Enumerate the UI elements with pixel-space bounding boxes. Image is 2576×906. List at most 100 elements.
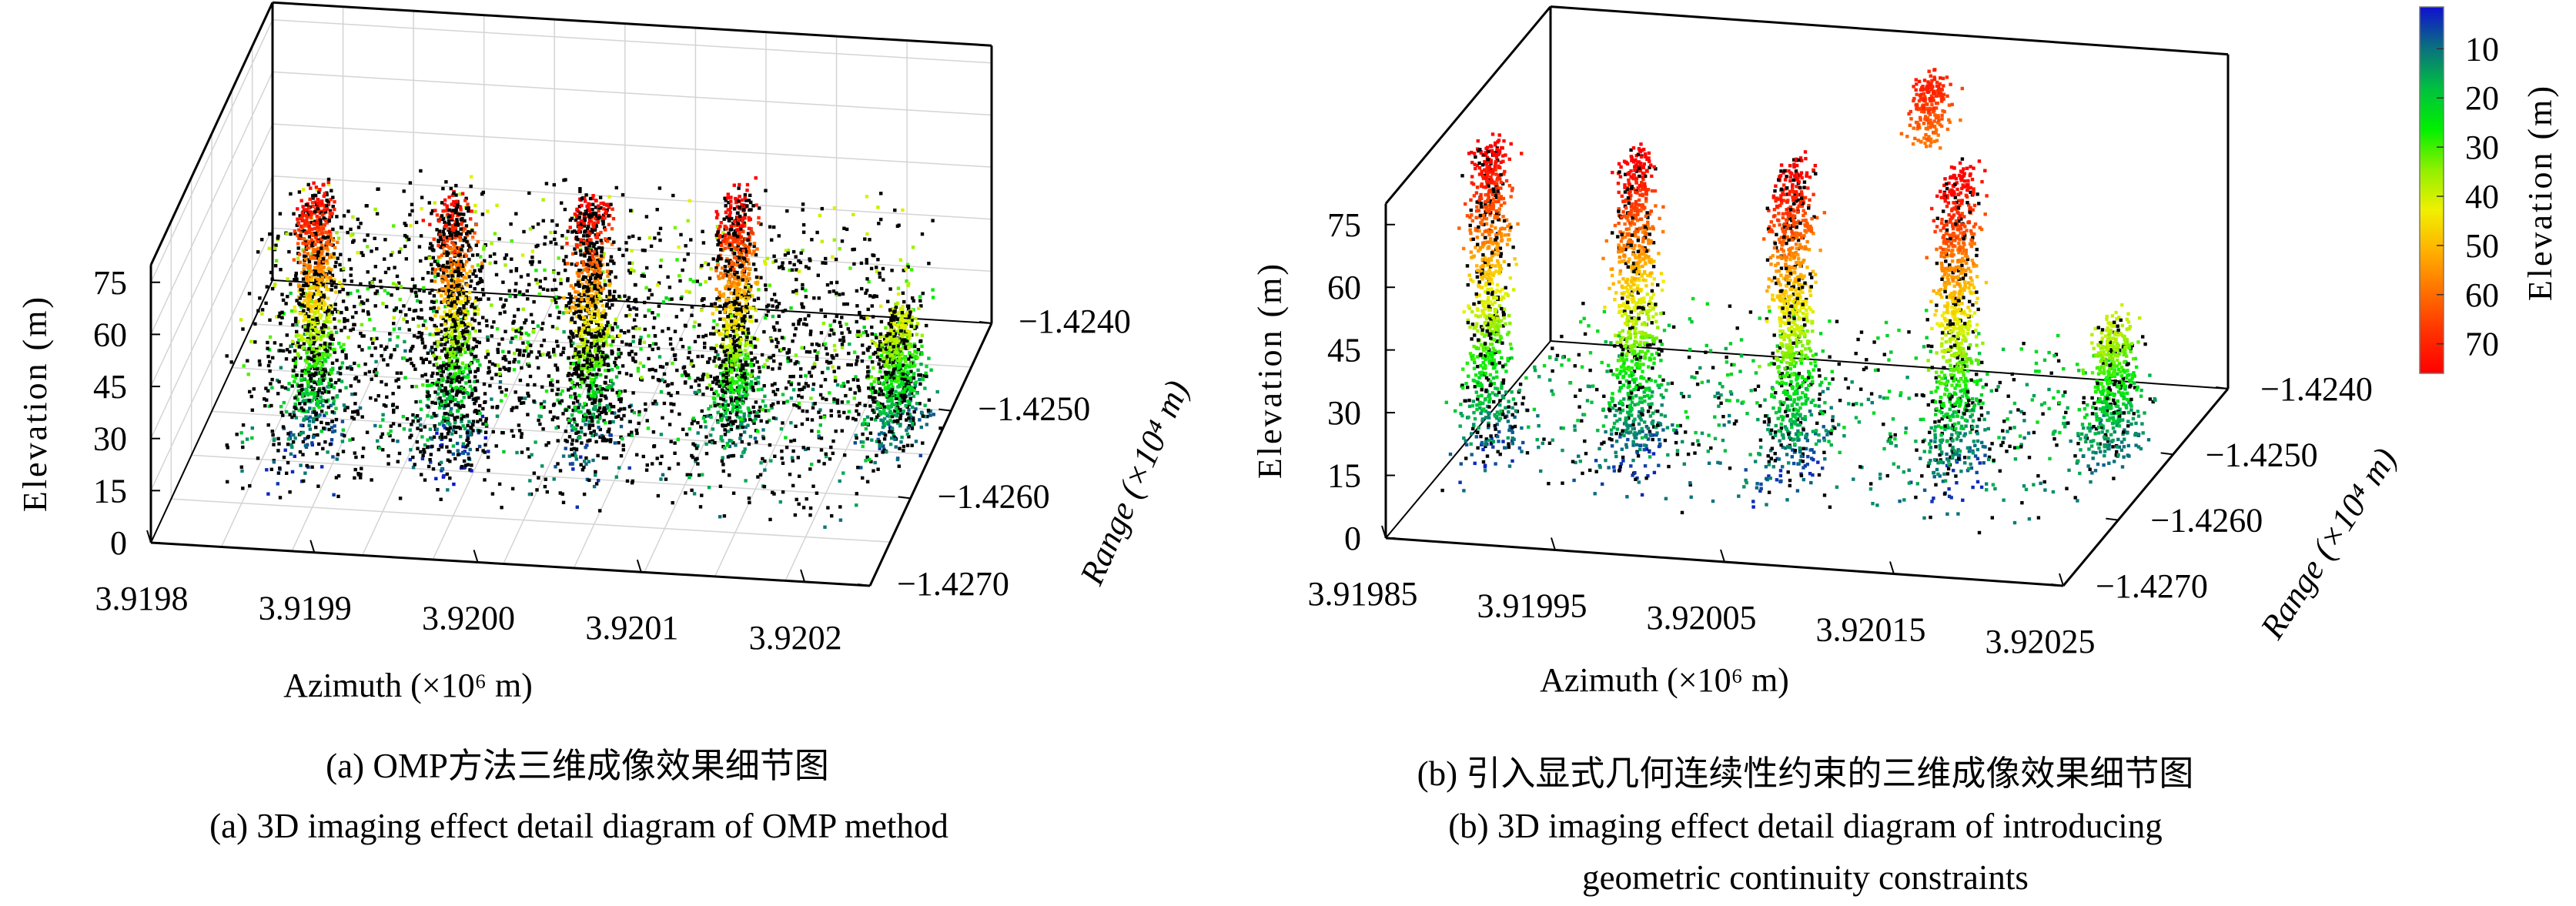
point xyxy=(610,405,614,409)
point xyxy=(351,327,355,331)
point xyxy=(289,291,293,296)
point xyxy=(409,224,413,228)
point xyxy=(530,256,534,259)
point xyxy=(714,389,718,393)
point xyxy=(865,415,870,419)
point xyxy=(461,229,465,233)
point xyxy=(894,337,898,341)
point xyxy=(904,314,908,318)
point xyxy=(446,260,450,264)
point xyxy=(674,357,677,362)
point xyxy=(708,356,711,361)
point xyxy=(600,249,604,254)
point xyxy=(477,340,481,345)
point xyxy=(887,422,891,426)
point xyxy=(848,266,852,270)
point xyxy=(270,377,274,382)
point xyxy=(730,303,734,307)
point xyxy=(346,230,350,235)
point xyxy=(462,316,466,320)
point xyxy=(363,239,366,242)
point xyxy=(895,224,900,228)
point xyxy=(541,219,545,222)
point xyxy=(881,425,885,430)
point xyxy=(745,376,749,380)
point xyxy=(463,342,467,346)
point xyxy=(746,284,751,289)
point xyxy=(749,208,753,212)
point xyxy=(791,339,795,343)
point xyxy=(473,299,477,303)
point xyxy=(607,326,611,331)
point xyxy=(752,242,757,246)
point xyxy=(603,380,607,385)
point xyxy=(373,304,377,308)
point xyxy=(741,419,746,423)
point xyxy=(323,204,327,209)
point xyxy=(730,325,734,329)
point xyxy=(327,256,332,259)
point xyxy=(691,279,695,283)
point xyxy=(328,346,332,350)
point xyxy=(877,433,882,436)
point xyxy=(686,219,690,222)
point xyxy=(910,376,914,379)
point xyxy=(595,290,599,295)
point xyxy=(307,286,311,291)
point xyxy=(574,282,578,287)
point xyxy=(464,307,468,311)
point xyxy=(453,329,457,333)
point xyxy=(531,226,535,229)
point xyxy=(885,373,888,376)
point xyxy=(730,348,734,353)
point xyxy=(473,386,477,390)
point xyxy=(696,431,700,435)
point xyxy=(892,356,895,360)
point xyxy=(715,323,719,327)
point xyxy=(791,323,795,326)
point xyxy=(374,359,378,364)
point xyxy=(734,200,738,205)
point xyxy=(527,333,530,337)
point xyxy=(730,242,734,246)
point xyxy=(744,305,748,309)
point xyxy=(884,412,888,416)
point xyxy=(587,274,591,278)
point xyxy=(442,335,447,339)
point xyxy=(906,265,910,269)
point xyxy=(319,316,323,320)
point xyxy=(577,293,581,296)
point xyxy=(333,285,338,289)
point xyxy=(599,364,603,368)
point xyxy=(340,226,343,229)
point xyxy=(906,426,910,430)
point xyxy=(767,356,771,359)
point xyxy=(892,318,896,322)
point xyxy=(603,394,607,398)
point xyxy=(321,352,325,356)
point xyxy=(754,414,758,418)
point xyxy=(595,373,599,376)
point xyxy=(647,236,652,240)
point xyxy=(302,188,306,192)
point xyxy=(926,408,931,413)
point xyxy=(330,361,335,365)
point xyxy=(690,305,694,309)
point xyxy=(590,285,594,289)
point xyxy=(555,393,559,396)
point xyxy=(797,259,801,263)
point xyxy=(596,409,600,413)
point xyxy=(458,238,463,242)
point xyxy=(604,396,608,400)
point xyxy=(549,230,553,235)
point xyxy=(317,282,321,286)
point xyxy=(526,340,530,345)
point xyxy=(599,258,603,262)
point xyxy=(744,282,748,286)
point xyxy=(580,270,584,275)
point xyxy=(581,351,586,356)
point xyxy=(441,209,445,213)
point xyxy=(935,389,939,394)
point xyxy=(486,335,490,339)
point xyxy=(889,316,893,320)
